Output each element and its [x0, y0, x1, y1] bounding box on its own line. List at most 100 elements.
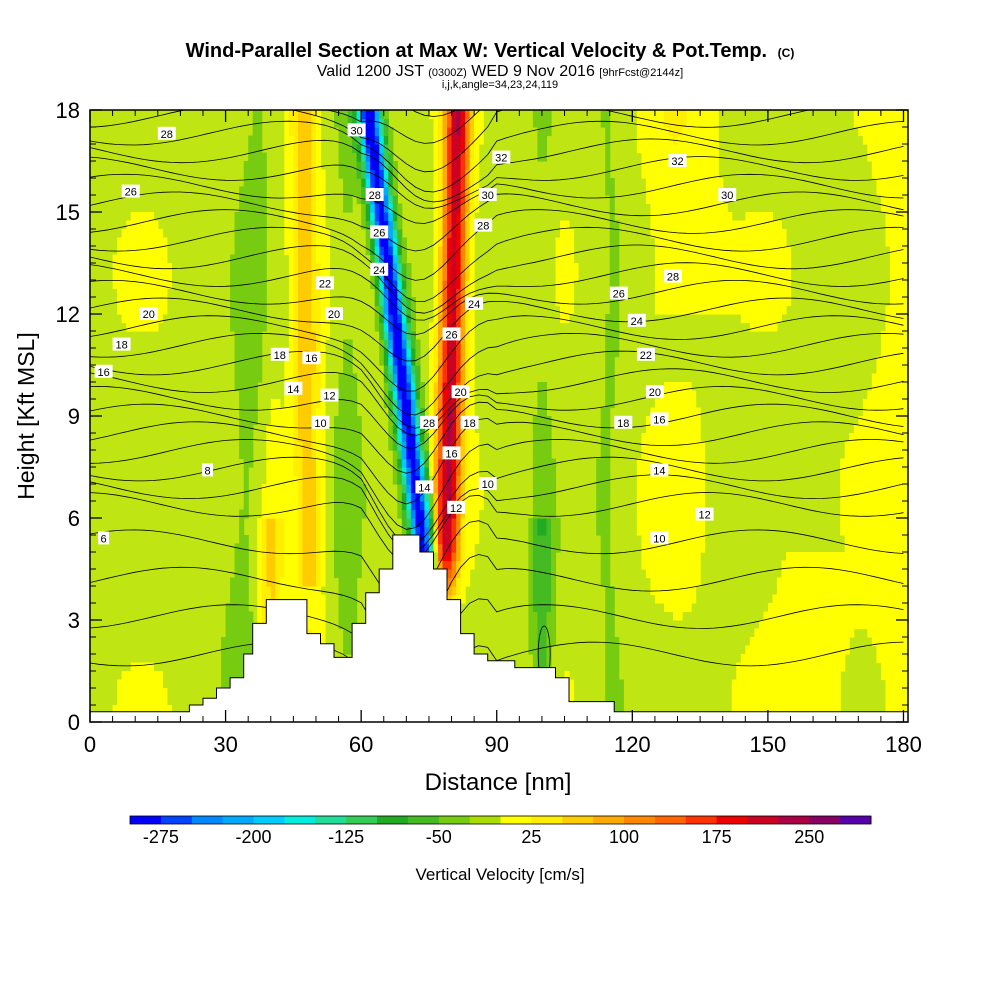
velocity-cell: [532, 416, 538, 426]
velocity-cell: [302, 127, 308, 137]
velocity-cell: [555, 246, 561, 256]
velocity-cell: [392, 314, 398, 324]
velocity-cell: [465, 280, 471, 290]
velocity-cell: [537, 382, 543, 392]
velocity-cell: [397, 390, 403, 400]
velocity-cell: [758, 645, 764, 655]
velocity-cell: [541, 552, 547, 562]
velocity-cell: [469, 543, 475, 553]
velocity-cell: [347, 144, 353, 154]
velocity-cell: [677, 135, 683, 145]
velocity-cell: [257, 169, 263, 179]
velocity-cell: [668, 288, 674, 298]
velocity-cell: [700, 161, 706, 171]
velocity-cell: [831, 628, 837, 638]
velocity-cell: [383, 305, 389, 315]
velocity-cell: [121, 705, 127, 715]
velocity-cell: [880, 611, 886, 621]
velocity-cell: [546, 654, 552, 664]
velocity-cell: [537, 577, 543, 587]
velocity-cell: [641, 458, 647, 468]
velocity-cell: [528, 577, 534, 587]
velocity-cell: [555, 535, 561, 545]
velocity-cell: [451, 433, 457, 443]
velocity-cell: [388, 220, 394, 230]
velocity-cell: [677, 186, 683, 196]
velocity-cell: [885, 433, 891, 443]
velocity-cell: [130, 305, 136, 315]
velocity-cell: [460, 237, 466, 247]
velocity-cell: [469, 237, 475, 247]
velocity-cell: [889, 696, 895, 706]
velocity-cell: [776, 696, 782, 706]
velocity-cell: [338, 611, 344, 621]
velocity-cell: [410, 390, 416, 400]
velocity-cell: [885, 237, 891, 247]
velocity-cell: [885, 424, 891, 434]
velocity-cell: [808, 586, 814, 596]
velocity-cell: [677, 220, 683, 230]
velocity-cell: [288, 127, 294, 137]
velocity-cell: [252, 254, 258, 264]
velocity-cell: [600, 569, 606, 579]
velocity-cell: [302, 586, 308, 596]
velocity-cell: [546, 552, 552, 562]
velocity-cell: [722, 297, 728, 307]
velocity-cell: [853, 518, 859, 528]
velocity-cell: [293, 407, 299, 417]
velocity-cell: [225, 662, 231, 672]
velocity-cell: [894, 220, 900, 230]
velocity-cell: [871, 127, 877, 137]
velocity-cell: [668, 569, 674, 579]
velocity-cell: [767, 679, 773, 689]
velocity-cell: [790, 705, 796, 715]
velocity-cell: [297, 518, 303, 528]
velocity-cell: [248, 271, 254, 281]
velocity-cell: [871, 475, 877, 485]
velocity-cell: [786, 288, 792, 298]
velocity-cell: [849, 509, 855, 519]
velocity-cell: [840, 577, 846, 587]
velocity-cell: [772, 688, 778, 698]
velocity-cell: [686, 492, 692, 502]
velocity-cell: [279, 577, 285, 587]
velocity-cell: [650, 433, 656, 443]
velocity-cell: [275, 509, 281, 519]
velocity-cell: [451, 509, 457, 519]
velocity-cell: [736, 671, 742, 681]
velocity-cell: [352, 433, 358, 443]
velocity-cell: [456, 535, 462, 545]
velocity-cell: [867, 628, 873, 638]
velocity-cell: [614, 305, 620, 315]
velocity-cell: [745, 688, 751, 698]
velocity-cell: [442, 475, 448, 485]
velocity-cell: [885, 382, 891, 392]
velocity-cell: [347, 501, 353, 511]
velocity-cell: [654, 305, 660, 315]
velocity-cell: [320, 492, 326, 502]
velocity-cell: [288, 543, 294, 553]
velocity-cell: [306, 594, 312, 604]
velocity-cell: [429, 543, 435, 553]
velocity-cell: [157, 688, 163, 698]
velocity-cell: [790, 688, 796, 698]
velocity-cell: [306, 535, 312, 545]
velocity-cell: [438, 127, 444, 137]
velocity-cell: [406, 424, 412, 434]
velocity-cell: [718, 297, 724, 307]
velocity-cell: [781, 586, 787, 596]
velocity-cell: [826, 569, 832, 579]
velocity-cell: [605, 467, 611, 477]
velocity-cell: [293, 144, 299, 154]
velocity-cell: [406, 518, 412, 528]
velocity-cell: [392, 475, 398, 485]
velocity-cell: [840, 645, 846, 655]
velocity-cell: [243, 348, 249, 358]
velocity-cell: [356, 424, 362, 434]
velocity-cell: [654, 220, 660, 230]
velocity-cell: [460, 543, 466, 553]
velocity-cell: [442, 501, 448, 511]
velocity-cell: [826, 688, 832, 698]
velocity-cell: [302, 373, 308, 383]
velocity-cell: [808, 671, 814, 681]
